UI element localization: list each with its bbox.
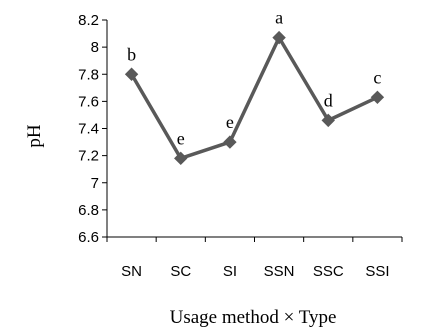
data-point-ssi: [370, 90, 385, 105]
y-tick-label: 7.8: [78, 66, 99, 83]
y-tick-label: 7.2: [78, 148, 99, 165]
y-tick-label: 7.4: [78, 121, 99, 138]
series-line: [130, 35, 379, 161]
x-tick-label-ssn: SSN: [264, 263, 295, 280]
x-tick-label-sn: SN: [121, 263, 142, 280]
x-tick-label-si: SI: [223, 263, 237, 280]
series-layer: b e e a d c: [124, 8, 385, 166]
y-tick-label: 6.8: [78, 202, 99, 219]
significance-label-sn: b: [127, 44, 136, 64]
axes: [106, 20, 402, 238]
data-point-si: [223, 135, 237, 149]
significance-label-sc: e: [177, 128, 185, 148]
data-point-sc: [174, 151, 188, 166]
data-point-ssc: [321, 113, 335, 128]
y-tick-label: 7: [91, 175, 99, 192]
y-axis-title: pH: [24, 124, 45, 148]
y-tick-label: 8: [91, 39, 99, 56]
significance-label-ssi: c: [373, 67, 381, 87]
data-point-ssn: [272, 30, 286, 45]
x-tick-label-ssc: SSC: [313, 263, 344, 280]
significance-label-si: e: [226, 112, 234, 132]
y-tick-label: 7.6: [78, 93, 99, 110]
x-tick-label-ssi: SSI: [365, 263, 389, 280]
y-tick-label: 6.6: [78, 229, 99, 246]
significance-label-ssc: d: [324, 90, 333, 110]
x-tick-label-sc: SC: [170, 263, 191, 280]
significance-label-ssn: a: [275, 8, 283, 28]
y-ticks: 6.6 6.8 7 7.2 7.4 7.6 7.8 8 8.2: [78, 12, 107, 246]
x-ticks: SN SC SI SSN SSC SSI: [106, 237, 403, 280]
y-tick-label: 8.2: [78, 12, 99, 29]
data-point-sn: [124, 67, 139, 81]
x-axis-title: Usage method × Type: [170, 307, 337, 328]
